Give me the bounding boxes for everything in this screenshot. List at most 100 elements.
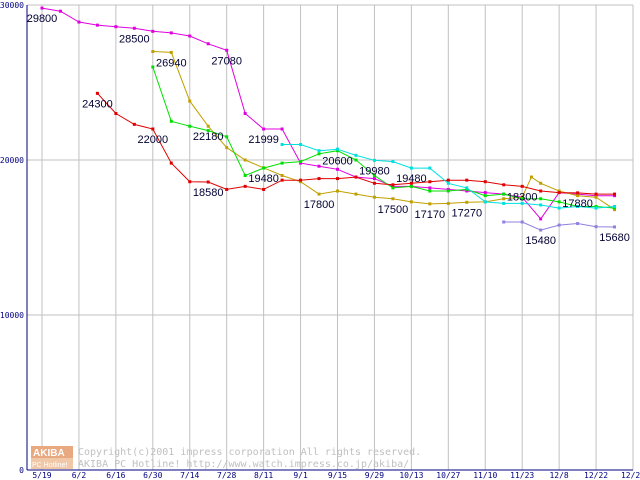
data-label: 19980 — [359, 165, 390, 177]
x-tick-label: 11/23 — [510, 471, 534, 480]
data-label: 27080 — [211, 55, 242, 67]
copyright-watermark: AKIBA PC Hotline! Copyright(c)2001 impre… — [31, 446, 421, 470]
data-point — [483, 191, 487, 195]
data-point — [169, 161, 173, 165]
data-point — [428, 180, 432, 184]
data-point — [299, 178, 303, 182]
data-point — [520, 195, 524, 199]
data-point — [557, 189, 561, 193]
data-point — [576, 194, 580, 198]
data-point — [594, 206, 598, 210]
x-tick-label: 5/19 — [32, 471, 51, 480]
series-layer — [40, 6, 617, 232]
data-point — [613, 208, 617, 212]
data-point — [114, 112, 118, 115]
data-point — [262, 187, 266, 191]
data-point — [354, 153, 358, 157]
data-point — [372, 174, 376, 177]
data-point — [151, 29, 155, 33]
data-point — [58, 9, 62, 13]
data-point — [354, 175, 358, 179]
data-point — [188, 99, 192, 103]
data-label: 15680 — [599, 232, 630, 244]
data-point — [557, 206, 561, 210]
data-point — [354, 192, 358, 196]
x-tick-label: 9/1 — [293, 471, 308, 480]
data-label: 20600 — [322, 156, 353, 168]
data-point — [280, 161, 284, 165]
akiba-logo-top-text: AKIBA — [33, 448, 65, 459]
data-point — [188, 34, 192, 38]
data-point — [613, 192, 617, 196]
data-point — [206, 42, 210, 46]
data-point — [539, 228, 543, 232]
akiba-logo-bottom-bg — [31, 458, 73, 469]
data-point — [372, 158, 376, 162]
data-point — [557, 191, 561, 195]
x-tick-label: 12/28 — [621, 471, 640, 480]
data-point — [262, 127, 266, 131]
data-point — [539, 217, 543, 221]
data-point — [391, 184, 395, 188]
data-point — [446, 201, 450, 205]
x-tick-label: 8/11 — [254, 471, 273, 480]
data-point — [613, 205, 617, 208]
data-point — [206, 124, 210, 128]
data-point — [262, 166, 266, 170]
data-point — [557, 200, 561, 204]
data-point — [594, 225, 598, 229]
data-point — [114, 25, 118, 29]
data-point — [354, 158, 358, 162]
data-point — [576, 191, 580, 195]
data-point — [502, 197, 506, 201]
data-label: 17170 — [415, 209, 446, 221]
data-label: 18300 — [507, 191, 538, 203]
data-point — [539, 181, 543, 185]
data-point — [520, 197, 524, 201]
data-point — [539, 203, 543, 207]
data-point — [483, 180, 487, 184]
data-point — [520, 201, 524, 205]
data-point — [169, 50, 173, 54]
data-point — [372, 195, 376, 199]
series-line — [152, 66, 615, 209]
data-point — [299, 160, 303, 164]
x-tick-label: 7/14 — [180, 471, 199, 480]
x-tick-label: 6/16 — [106, 471, 125, 480]
data-point — [336, 149, 339, 153]
x-tick-label: 7/28 — [217, 471, 236, 480]
data-point — [317, 192, 321, 196]
y-axis: 0 10000 20000 30000 — [0, 1, 28, 475]
x-axis: 5/19 6/2 6/16 6/30 7/14 7/28 8/11 9/1 9/15 9/29 10… — [27, 469, 640, 480]
data-point — [502, 201, 506, 205]
data-point — [225, 135, 229, 139]
data-point — [280, 127, 284, 131]
data-point — [372, 181, 376, 185]
data-point — [613, 194, 617, 198]
x-tick-label: 9/15 — [328, 471, 347, 480]
x-tick-label: 10/13 — [399, 471, 423, 480]
data-label: 17880 — [562, 198, 593, 210]
data-point — [594, 195, 598, 199]
data-point — [502, 183, 506, 187]
data-label: 17800 — [304, 199, 335, 211]
data-label: 17500 — [378, 204, 409, 216]
series-3 — [95, 91, 617, 196]
y-tick-label: 10000 — [0, 311, 24, 320]
data-point — [391, 197, 395, 201]
data-point — [280, 174, 284, 177]
data-point — [151, 127, 155, 131]
data-point — [502, 220, 506, 224]
data-point — [539, 189, 543, 193]
data-label: 28500 — [119, 33, 150, 45]
data-point — [225, 146, 229, 150]
data-point — [409, 181, 413, 185]
x-tick-label: 6/2 — [72, 471, 87, 480]
data-point — [151, 50, 155, 53]
data-point — [465, 178, 469, 182]
data-label: 17270 — [451, 207, 482, 219]
data-point — [446, 189, 450, 193]
url-line: AKIBA PC Hotline! http://www.watch.impre… — [78, 459, 409, 470]
x-tick-label: 6/30 — [143, 471, 162, 480]
